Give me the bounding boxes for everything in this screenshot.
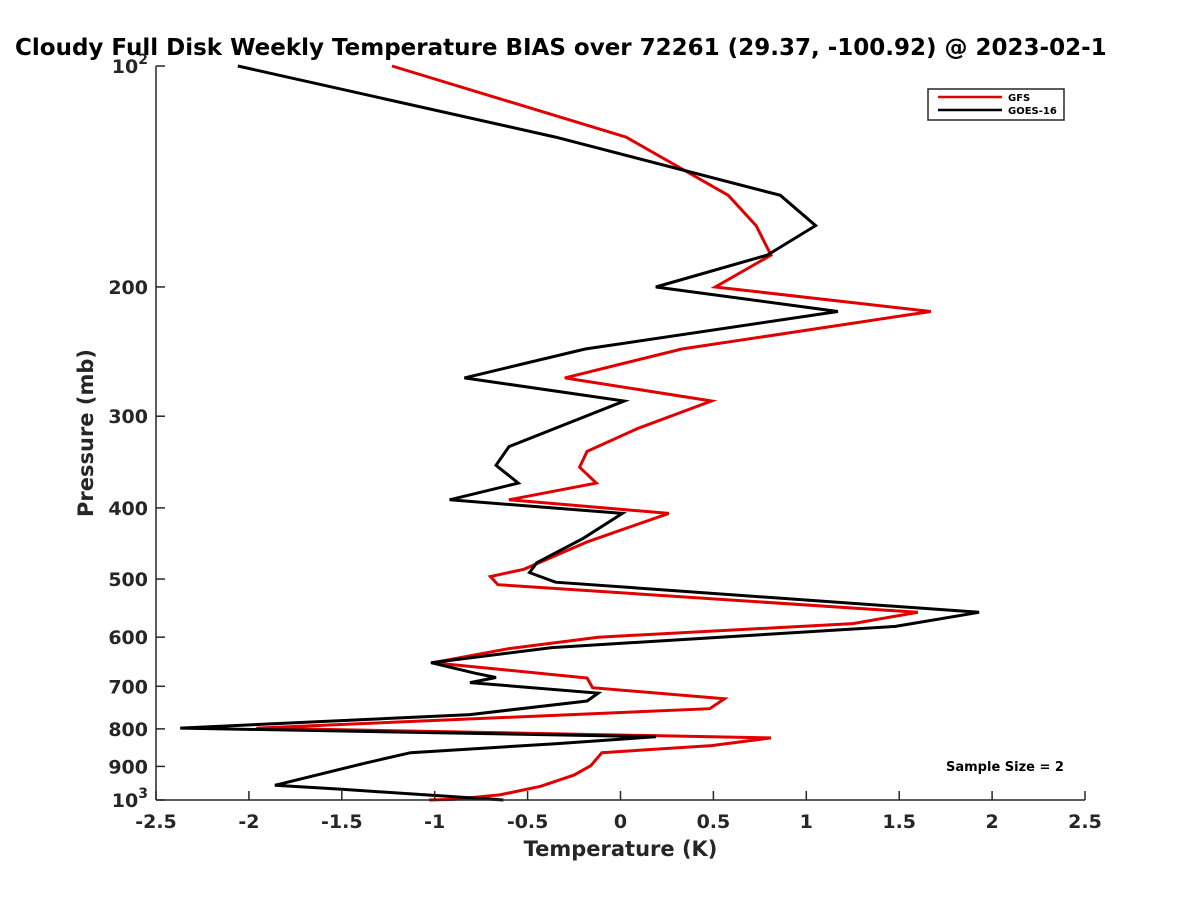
y-tick-label: 800 [108, 719, 148, 741]
x-ticks: -2.5 -2 -1.5 -1 -0.5 0 0.5 1 1.5 2 2.5 [135, 791, 1102, 833]
x-tick-label: 1 [800, 811, 813, 833]
y-tick-label: 900 [108, 756, 148, 778]
y-tick-label: 300 [108, 406, 148, 428]
x-tick-label: -0.5 [507, 811, 549, 833]
y-tick-label: 600 [108, 627, 148, 649]
chart-title: Cloudy Full Disk Weekly Temperature BIAS… [15, 35, 1107, 61]
legend: GFS GOES-16 [927, 88, 1065, 121]
y-tick-label: 200 [108, 277, 148, 299]
x-tick-label: 0 [614, 811, 627, 833]
y-tick-label: 103 [112, 786, 148, 812]
y-tick-label: 500 [108, 569, 148, 591]
x-tick-label: -2 [238, 811, 259, 833]
x-tick-label: -2.5 [135, 811, 177, 833]
x-tick-label: -1 [424, 811, 445, 833]
x-tick-label: 1.5 [882, 811, 916, 833]
y-tick-label: 400 [108, 498, 148, 520]
x-tick-label: 2 [985, 811, 998, 833]
series-line-goes-16 [180, 64, 980, 802]
sample-size-annotation: Sample Size = 2 [946, 760, 1064, 775]
series-line-gfs [256, 64, 932, 802]
legend-label-gfs: GFS [1008, 93, 1030, 104]
x-tick-label: 2.5 [1068, 811, 1102, 833]
legend-label-goes16: GOES-16 [1008, 106, 1057, 117]
x-tick-label: 0.5 [697, 811, 731, 833]
legend-box [927, 88, 1065, 121]
x-axis-label: Temperature (K) [524, 837, 718, 861]
y-tick-label: 700 [108, 676, 148, 698]
series-layer [180, 64, 980, 802]
y-axis-label: Pressure (mb) [74, 349, 98, 517]
x-tick-label: -1.5 [321, 811, 363, 833]
